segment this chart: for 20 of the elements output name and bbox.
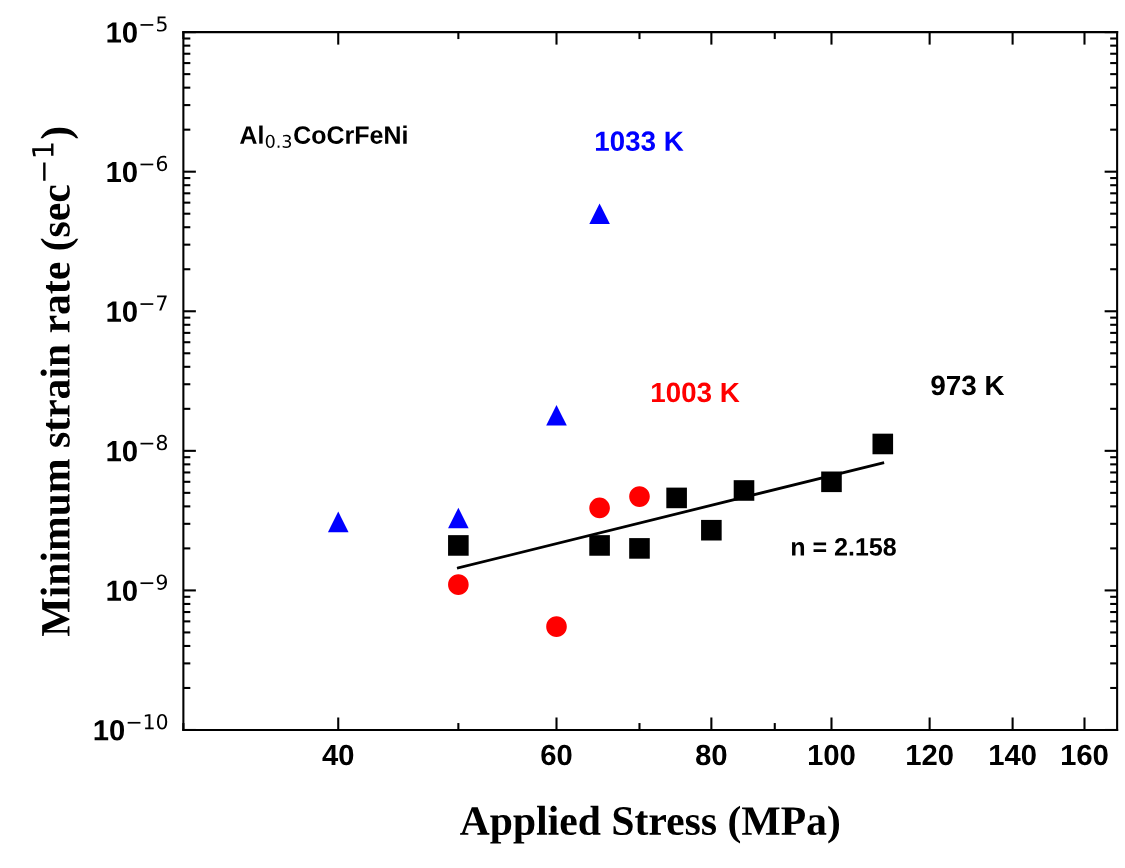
y-axis-title: Minimum strain rate (sec$^{−1}$) (32, 127, 79, 636)
y-tick-label: 10$^{−8}$ (107, 434, 168, 462)
annotation: n = 2.158 (791, 538, 896, 556)
x-tick-label: 140 (990, 744, 1036, 766)
y-tick-label: 10$^{−5}$ (107, 16, 167, 43)
y-tick-label: 10$^{−6}$ (107, 155, 168, 183)
series-label: 1033 K (595, 131, 684, 152)
x-tick-label: 40 (322, 744, 354, 766)
x-tick-label: 60 (541, 744, 572, 766)
x-tick-label: 100 (808, 744, 855, 766)
x-axis-title: Applied Stress (MPa) (460, 805, 840, 844)
annotation: Al$_{0.3}$CoCrFeNi (240, 125, 407, 148)
y-tick-label: 10$^{−9}$ (107, 574, 167, 602)
series-label: 973 K (931, 375, 1005, 396)
x-tick-label: 160 (1062, 744, 1108, 766)
text: 1003 K (652, 382, 740, 403)
y-tick-label: 10$^{−10}$ (94, 714, 168, 741)
y-tick-label: 10$^{−7}$ (107, 295, 167, 322)
x-tick-label: 80 (696, 744, 727, 766)
x-tick-label: 120 (907, 744, 953, 766)
